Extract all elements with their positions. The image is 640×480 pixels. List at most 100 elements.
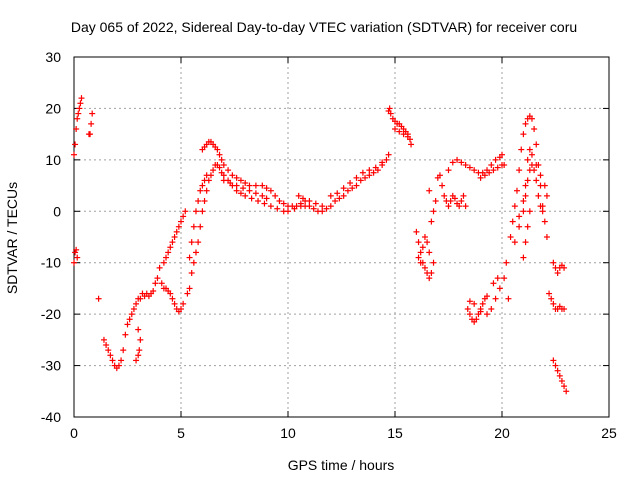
- data-point: [421, 234, 428, 240]
- data-point: [432, 198, 439, 204]
- data-point: [276, 198, 283, 204]
- data-point: [263, 195, 270, 202]
- y-tick-label: 10: [45, 152, 61, 168]
- data-point: [385, 151, 392, 158]
- data-point: [408, 141, 415, 148]
- data-point: [501, 275, 508, 282]
- data-point: [563, 388, 570, 395]
- data-point: [524, 156, 531, 163]
- data-point: [353, 182, 360, 189]
- data-point: [259, 182, 266, 189]
- data-point: [332, 198, 339, 204]
- data-point: [319, 208, 326, 215]
- data-point: [100, 336, 107, 343]
- data-point: [197, 187, 204, 194]
- data-point: [421, 264, 428, 271]
- data-point: [541, 182, 548, 189]
- data-point: [156, 264, 163, 271]
- data-point: [558, 378, 565, 384]
- data-point: [511, 239, 518, 246]
- data-point: [505, 295, 512, 302]
- y-axis-title: SDTVAR / TECUs: [4, 182, 20, 294]
- data-point: [430, 259, 437, 266]
- data-point: [531, 126, 538, 132]
- data-point: [490, 167, 497, 174]
- data-point: [73, 126, 80, 132]
- data-point: [550, 300, 557, 307]
- data-point: [72, 141, 79, 148]
- x-tick-label: 20: [494, 425, 510, 441]
- data-point: [561, 383, 568, 390]
- data-point: [73, 246, 80, 253]
- data-point: [75, 110, 82, 117]
- data-point: [552, 362, 559, 369]
- data-point: [419, 244, 426, 251]
- data-point: [77, 100, 84, 107]
- data-point: [492, 156, 499, 163]
- data-point: [171, 300, 178, 307]
- data-point: [115, 362, 122, 369]
- data-point: [237, 177, 244, 184]
- data-point: [561, 306, 568, 312]
- data-point: [154, 275, 161, 282]
- data-point: [165, 249, 172, 256]
- data-point: [334, 190, 341, 197]
- data-point: [347, 180, 354, 186]
- data-point: [471, 300, 478, 307]
- data-point: [248, 195, 255, 202]
- data-point: [415, 254, 422, 261]
- data-point: [426, 187, 433, 194]
- data-points: [71, 95, 570, 395]
- data-point: [160, 259, 167, 266]
- data-point: [387, 110, 394, 117]
- data-point: [462, 162, 469, 168]
- x-axis-title: GPS time / hours: [288, 457, 395, 473]
- data-point: [454, 156, 461, 163]
- data-point: [188, 270, 195, 276]
- data-point: [167, 290, 174, 297]
- data-point: [484, 293, 491, 300]
- data-point: [494, 164, 501, 171]
- data-point: [528, 115, 535, 122]
- data-point: [105, 347, 112, 354]
- data-point: [216, 151, 223, 158]
- data-point: [481, 172, 488, 179]
- data-point: [462, 203, 469, 210]
- data-point: [447, 198, 454, 204]
- data-point: [466, 164, 473, 171]
- data-point: [220, 162, 227, 168]
- data-point: [366, 167, 373, 174]
- data-point: [522, 120, 529, 127]
- data-point: [184, 290, 191, 297]
- data-point: [237, 190, 244, 197]
- data-point: [214, 146, 221, 153]
- data-point: [220, 172, 227, 179]
- data-point: [543, 234, 550, 240]
- data-point: [190, 223, 197, 230]
- data-point: [95, 295, 102, 302]
- data-point: [522, 239, 529, 246]
- data-point: [526, 208, 533, 215]
- data-point: [242, 180, 249, 186]
- data-point: [492, 295, 499, 302]
- data-point: [186, 254, 193, 261]
- data-point: [246, 187, 253, 194]
- data-point: [359, 169, 366, 176]
- data-point: [233, 187, 240, 194]
- y-tick-label: 20: [45, 100, 61, 116]
- data-point: [477, 308, 484, 315]
- data-point: [175, 223, 182, 230]
- data-point: [441, 192, 448, 199]
- x-tick-label: 25: [601, 425, 617, 441]
- data-point: [428, 218, 435, 225]
- data-point: [546, 290, 553, 297]
- data-point: [71, 151, 77, 158]
- data-point: [285, 208, 291, 215]
- data-point: [372, 164, 379, 171]
- data-point: [524, 177, 531, 184]
- data-point: [392, 126, 398, 132]
- data-point: [227, 180, 234, 186]
- x-tick-labels: 0 5 10 15 20 25: [70, 425, 617, 441]
- data-point: [349, 185, 356, 192]
- y-tick-label: 0: [53, 203, 61, 219]
